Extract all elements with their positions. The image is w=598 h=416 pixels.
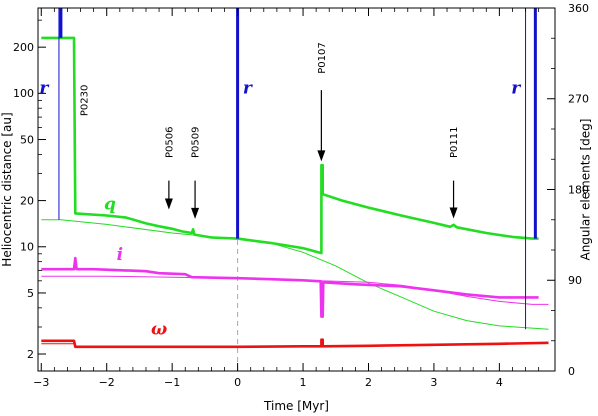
- x-tick-label: 0: [234, 376, 241, 389]
- series-ω-thick-line: [41, 338, 549, 349]
- r-label-3: r: [511, 78, 521, 98]
- x-tick-label: −2: [99, 376, 115, 389]
- series-i-thick-line: [41, 256, 539, 318]
- y-left-tick-label: 100: [13, 87, 34, 100]
- series-i-thin-line: [41, 275, 549, 305]
- series-ω-label: ω: [151, 320, 167, 340]
- y-right-tick-label: 0: [568, 365, 575, 378]
- x-tick-label: −1: [164, 376, 180, 389]
- y-left-axis-title: Heliocentric distance [au]: [0, 112, 14, 266]
- series-q-thin-line: [41, 219, 549, 330]
- annotation-label-P0509: P0509: [191, 127, 202, 158]
- x-tick-label: 3: [430, 376, 437, 389]
- series-q-label: q: [104, 194, 116, 214]
- y-right-axis-title: Angular elements [deg]: [579, 118, 593, 260]
- annotation-label-P0111: P0111: [449, 127, 460, 158]
- y-left-tick-label: 2: [27, 348, 34, 361]
- y-right-tick-label: 360: [568, 2, 589, 15]
- x-tick-label: 2: [365, 376, 372, 389]
- annotation-arrowhead-P0107: [317, 150, 326, 162]
- r-label-1: r: [39, 78, 49, 98]
- annotation-label-P0506: P0506: [164, 127, 175, 158]
- y-left-tick-label: 5: [27, 287, 34, 300]
- series-q-thick-line: [41, 36, 539, 255]
- annotation-label-P0107: P0107: [317, 42, 328, 73]
- y-left-tick-label: 20: [20, 194, 34, 207]
- y-left-tick-label: 10: [20, 241, 34, 254]
- y-right-tick-label: 270: [568, 93, 589, 106]
- annotations-layer: P0230 P0506 P0509 P0107 P0111: [79, 42, 460, 219]
- y-left-tick-label: 200: [13, 41, 34, 54]
- y-right-tick-label: 90: [568, 274, 582, 287]
- x-axis-title: Time [Myr]: [263, 399, 329, 413]
- r-label-2: r: [243, 78, 253, 98]
- series-lines-layer: q i ω: [41, 36, 549, 371]
- annotation-arrowhead-P0506: [164, 198, 173, 210]
- annotation-label-P0230: P0230: [79, 85, 90, 116]
- plot-frame: [37, 7, 556, 372]
- x-tick-label: −3: [33, 376, 49, 389]
- annotation-arrowhead-P0111: [449, 207, 458, 219]
- x-tick-label: 4: [496, 376, 503, 389]
- x-tick-label: 1: [300, 376, 307, 389]
- axes-layer: [37, 7, 556, 372]
- annotation-arrowhead-P0509: [191, 207, 200, 219]
- y-left-tick-label: 50: [20, 133, 34, 146]
- y-right-tick-label: 180: [568, 183, 589, 196]
- series-i-label: i: [117, 245, 123, 265]
- ticks-layer: −3 −2 −1 0 1 2 3 4 2 5 10 20 50 100 200 0 90 180 270 360: [13, 2, 589, 389]
